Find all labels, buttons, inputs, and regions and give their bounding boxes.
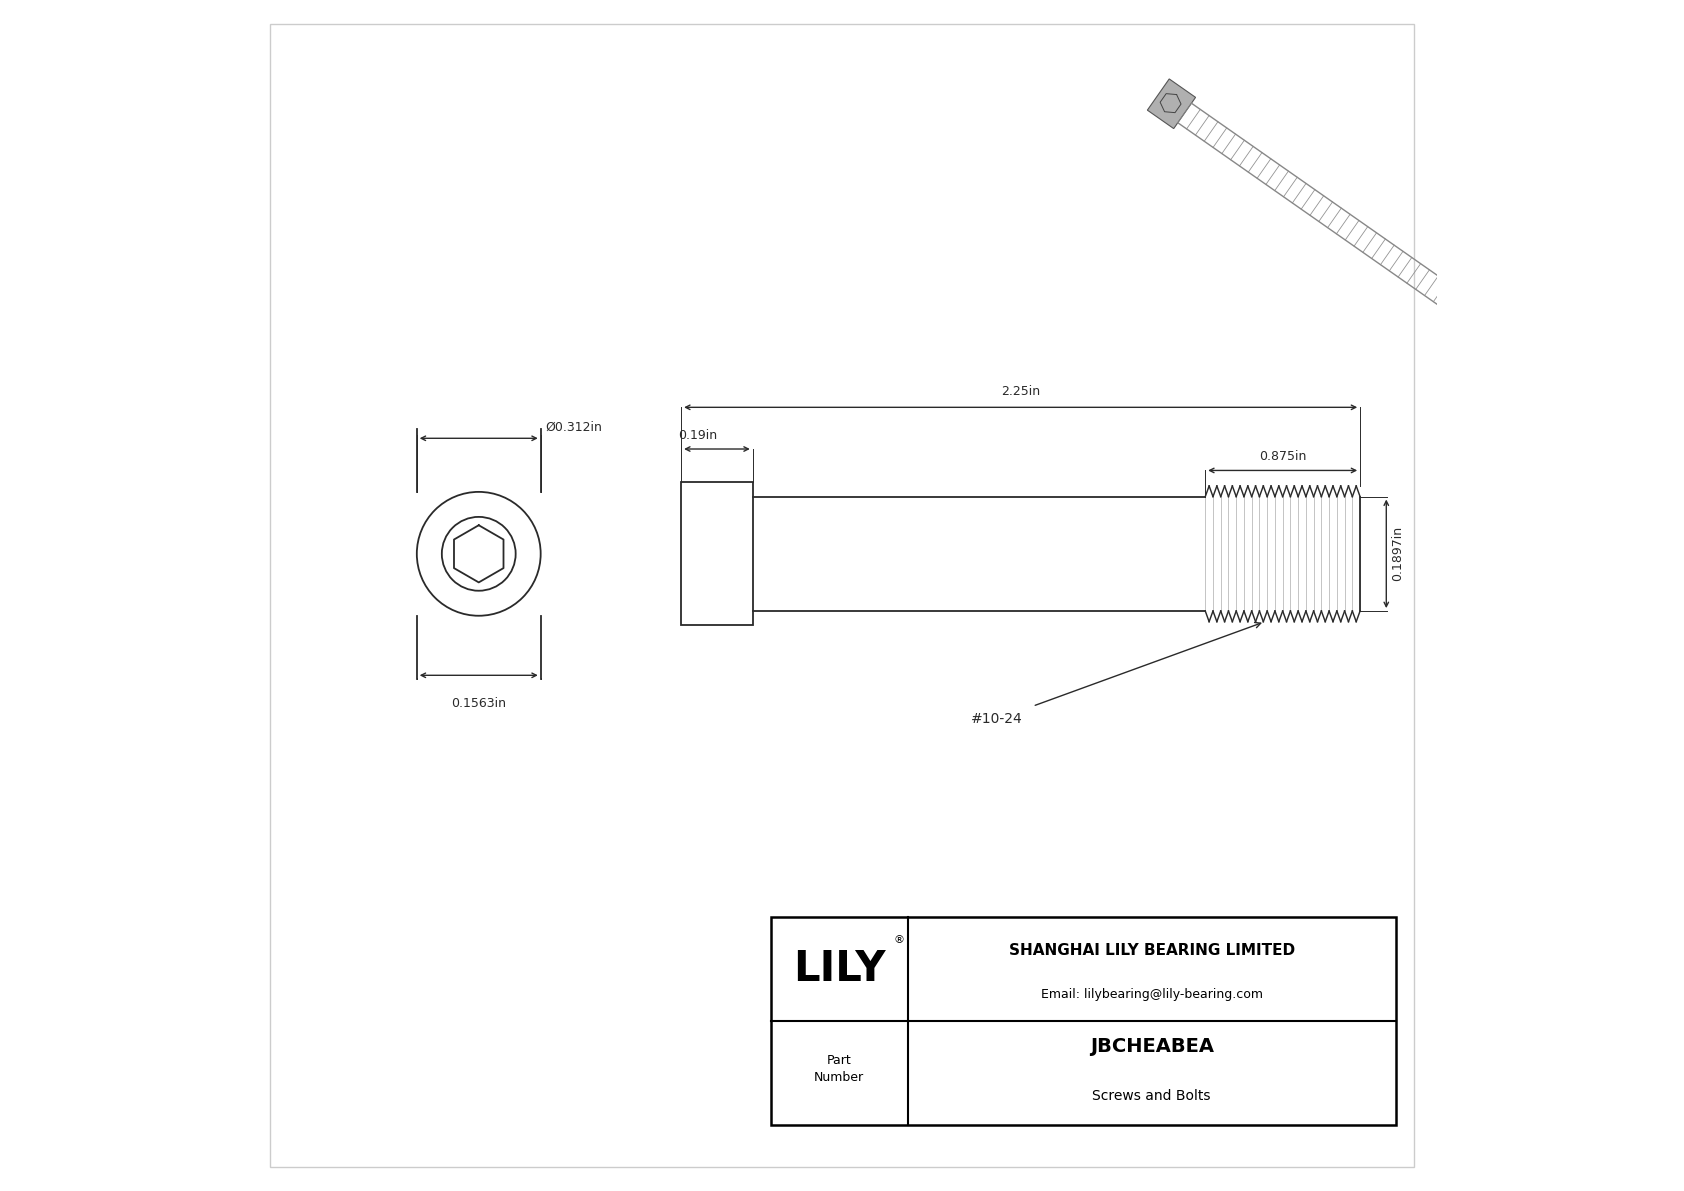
Text: JBCHEABEA: JBCHEABEA (1090, 1037, 1214, 1055)
Text: Email: lilybearing@lily-bearing.com: Email: lilybearing@lily-bearing.com (1041, 987, 1263, 1000)
Text: 0.1897in: 0.1897in (1391, 526, 1404, 581)
Text: 0.1563in: 0.1563in (451, 697, 507, 710)
Text: ®: ® (894, 935, 904, 944)
Text: Screws and Bolts: Screws and Bolts (1093, 1090, 1211, 1103)
Bar (682, 482, 753, 625)
Text: 0.19in: 0.19in (677, 429, 717, 442)
Polygon shape (1147, 79, 1196, 129)
Text: Ø0.312in: Ø0.312in (546, 420, 603, 434)
Text: 0.875in: 0.875in (1260, 450, 1307, 463)
Text: Part
Number: Part Number (813, 1054, 864, 1084)
Bar (771, 917, 1396, 1125)
Text: LILY: LILY (793, 948, 886, 990)
Text: 2.25in: 2.25in (1000, 385, 1041, 398)
Text: SHANGHAI LILY BEARING LIMITED: SHANGHAI LILY BEARING LIMITED (1009, 943, 1295, 958)
Text: #10-24: #10-24 (972, 712, 1022, 727)
